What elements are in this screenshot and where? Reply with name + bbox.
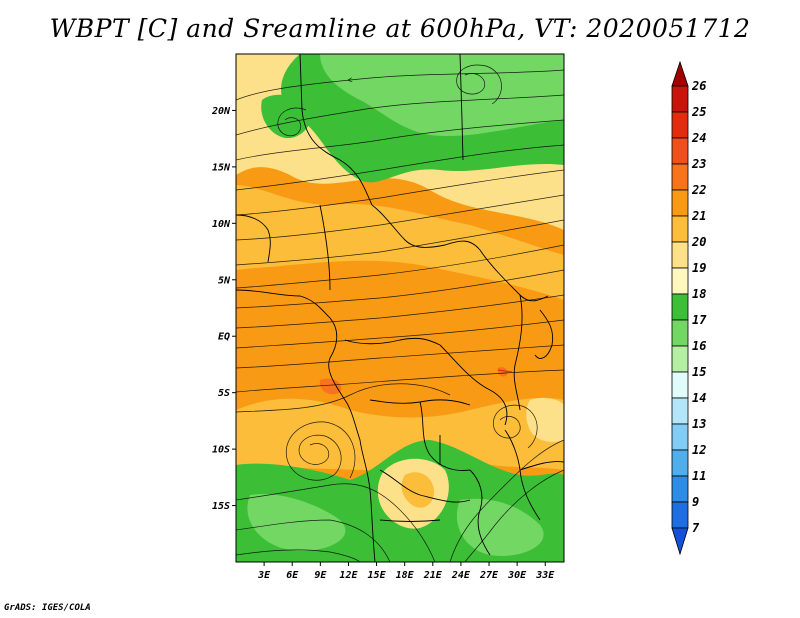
lon-tick-label: 9E [314,570,327,581]
lat-tick-label: 15S [212,501,230,512]
wbpt-zone-16-south [247,494,346,551]
lon-tick-label: 12E [339,570,358,581]
colorbar-box [671,475,689,503]
colorbar-top-arrow [671,60,689,87]
lon-tick-label: 24E [451,570,471,581]
lat-tick-label: 10N [212,219,231,230]
colorbar-box [671,449,689,477]
lon-tick-label: 6E [286,570,299,581]
wbpt-zone-17-nw-patch [261,94,311,139]
wbpt-zone-22-core-east [497,367,508,377]
colorbar-level-label: 22 [691,183,706,197]
colorbar-box [671,267,689,295]
lon-tick-label: 27E [479,570,499,581]
colorbar-level-label: 18 [692,287,706,301]
wbpt-zone-19-east [526,397,564,442]
map-frame [235,53,565,563]
lat-axis: 20N 15N 10N 5N EQ 5S 10S 15S [211,106,236,512]
lat-tick-label: 10S [212,445,230,456]
map-area [236,54,564,562]
colorbar-level-label: 9 [692,495,699,509]
wbpt-zone-20-south [236,398,564,470]
wbpt-zone-20-south-patch [401,472,435,508]
lon-tick-label: 3E [257,570,271,581]
colorbar-box [671,293,689,321]
colorbar-box [671,371,689,399]
lon-tick-label: 33E [535,570,555,581]
colorbar-box [671,501,689,529]
wbpt-zone-22-core [319,378,342,395]
wbpt-zone-21-equator [236,266,564,420]
colorbar-box [671,345,689,373]
lon-axis: 3E 6E 9E 12E 15E 18E 21E 24E 27E 30E 33E [257,562,555,581]
colorbar-box [671,423,689,451]
streamlines [236,64,564,562]
colorbar-level-label: 25 [691,105,706,119]
lat-tick-label: 5S [218,388,230,399]
colorbar-box [671,397,689,425]
colorbar-level-label: 14 [692,391,706,405]
lat-tick-label: 15N [212,162,231,173]
colorbar-level-label: 13 [692,417,706,431]
colorbar-level-label: 21 [691,209,706,223]
footer-credit: GrADS: IGES/COLA [4,603,91,613]
colorbar-box [671,319,689,347]
colorbar-level-label: 20 [691,235,706,249]
lake-feature [497,369,513,373]
colorbar-level-label: 24 [691,131,706,145]
colorbar-level-label: 7 [692,521,700,535]
lat-tick-label: 20N [211,106,231,117]
colorbar-box [671,111,689,139]
lon-tick-label: 30E [507,570,527,581]
lat-tick-label: 5N [218,275,231,286]
colorbar-box [671,137,689,165]
lon-tick-label: 21E [423,570,443,581]
colorbar-level-label: 23 [691,157,706,171]
colorbar-level-label: 17 [692,313,707,327]
colorbar-box [671,163,689,191]
chart-title: WBPT [C] and Sreamline at 600hPa, VT: 20… [49,14,751,43]
wbpt-zone-20-north [236,185,564,300]
colorbar-level-label: 19 [692,261,706,275]
colorbar-level-label: 11 [692,469,706,483]
colorbar-box [671,215,689,243]
wbpt-zone-16-sahel [320,54,564,137]
lon-tick-label: 18E [396,570,415,581]
country-borders [236,54,564,562]
colorbar-box [671,85,689,113]
colorbar: 26 25 24 23 22 21 20 19 18 17 16 15 14 13 12 11 9 7 [671,60,707,556]
colorbar-level-label: 15 [692,365,706,379]
lon-tick-label: 15E [368,570,387,581]
colorbar-level-label: 12 [692,443,706,457]
colorbar-level-label: 16 [692,339,706,353]
colorbar-level-label: 26 [691,79,706,93]
colorbar-box [671,241,689,269]
lat-tick-label: EQ [218,332,230,343]
colorbar-box [671,189,689,217]
colorbar-bottom-arrow [671,527,689,556]
